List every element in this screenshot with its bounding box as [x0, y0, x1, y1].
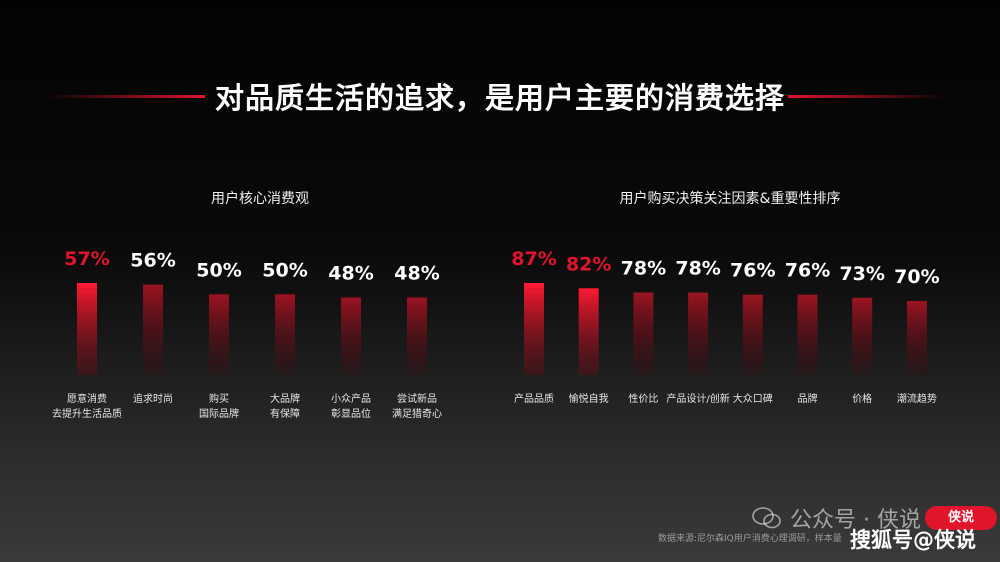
value-label-chart2-6: 73%	[839, 263, 884, 285]
bar-chart1-2	[209, 294, 229, 375]
sohu-watermark: 搜狐号@侠说	[850, 528, 976, 552]
value-label-chart2-4: 76%	[730, 260, 775, 282]
category-label-chart1-4-0: 小众产品	[331, 392, 371, 405]
chart-2-title: 用户购买决策关注因素&重要性排序	[619, 191, 841, 207]
category-label-chart2-3-0: 产品设计/创新	[666, 392, 729, 405]
bar-chart1-1	[143, 284, 163, 375]
value-label-chart2-5: 76%	[785, 260, 830, 282]
category-label-chart1-3-0: 大品牌	[270, 392, 300, 405]
category-label-chart2-4-0: 大众口碑	[733, 392, 773, 405]
wechat-watermark-text: 公众号 · 侠说	[790, 508, 921, 533]
value-label-chart1-2: 50%	[196, 259, 241, 281]
bar-chart2-6	[852, 297, 873, 375]
bar-chart2-0	[524, 283, 544, 375]
title-row: 对品质生活的追求，是用户主要的消费选择	[0, 78, 1000, 118]
value-label-chart2-2: 78%	[621, 258, 666, 280]
bar-chart2-5	[797, 294, 818, 375]
value-label-chart1-4: 48%	[328, 263, 373, 285]
category-label-chart2-2-0: 性价比	[628, 392, 658, 405]
value-label-chart1-0: 57%	[64, 248, 109, 270]
category-label-chart1-0-1: 去提升生活品质	[52, 407, 122, 420]
brand-badge: 侠说	[925, 506, 997, 530]
category-label-chart1-5-0: 尝试新品	[397, 392, 437, 405]
category-label-chart2-5-0: 品牌	[798, 392, 818, 405]
bar-chart1-0	[77, 283, 97, 375]
category-label-chart2-6-0: 价格	[852, 392, 872, 405]
value-label-chart1-3: 50%	[262, 259, 307, 281]
bar-chart2-7	[906, 300, 927, 375]
category-label-chart1-5-1: 满足猎奇心	[392, 407, 442, 420]
bar-chart2-3	[688, 292, 709, 375]
chart-1-title: 用户核心消费观	[211, 191, 309, 207]
value-label-chart1-5: 48%	[394, 263, 439, 285]
bar-chart2-1	[578, 288, 599, 375]
source-note: 数据来源:尼尔森IQ用户消费心理调研，样本量	[658, 534, 842, 544]
category-label-chart1-4-1: 彰显品位	[331, 407, 371, 420]
wechat-bubble-icon	[752, 507, 781, 529]
category-label-chart2-7-0: 潮流趋势	[897, 392, 937, 405]
wechat-watermark: 公众号 · 侠说	[752, 503, 921, 533]
bar-chart1-4	[341, 297, 361, 375]
value-label-chart2-0: 87%	[511, 248, 556, 270]
category-label-chart1-2-1: 国际品牌	[199, 407, 239, 420]
value-label-chart2-1: 82%	[566, 253, 611, 275]
bar-chart2-2	[633, 292, 654, 375]
value-label-chart2-7: 70%	[894, 266, 939, 288]
bar-chart2-4	[742, 294, 763, 375]
value-label-chart1-1: 56%	[130, 250, 175, 272]
category-label-chart1-3-1: 有保障	[270, 407, 300, 420]
category-label-chart2-1-0: 愉悦自我	[569, 392, 609, 405]
category-label-chart1-2-0: 购买	[209, 392, 229, 405]
title-decoration-left	[45, 95, 205, 98]
bar-chart1-5	[407, 297, 427, 375]
value-label-chart2-3: 78%	[675, 258, 720, 280]
page-title: 对品质生活的追求，是用户主要的消费选择	[215, 81, 786, 115]
category-label-chart1-0-0: 愿意消费	[67, 392, 107, 405]
category-label-chart2-0-0: 产品品质	[514, 392, 554, 405]
category-label-chart1-1-0: 追求时尚	[133, 392, 173, 405]
bar-chart1-3	[275, 294, 295, 375]
title-decoration-right	[788, 95, 948, 98]
